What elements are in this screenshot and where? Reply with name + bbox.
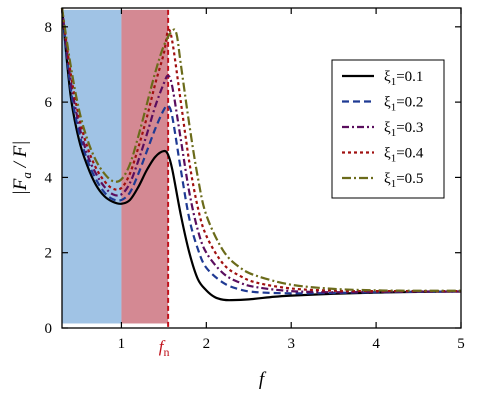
regions-layer (62, 9, 169, 324)
y-tick-label-3: 4 (45, 170, 53, 186)
x-tick-label-1: 1 (118, 336, 126, 352)
legend-label-1: ξ1=0.1 (384, 69, 423, 88)
fn-label: fn (159, 337, 170, 359)
legend-label-5: ξ1=0.5 (384, 171, 423, 190)
series-layer (60, 7, 462, 302)
legend-label-4: ξ1=0.4 (384, 146, 424, 165)
x-axis-label: f (259, 369, 267, 390)
legend-box (331, 59, 445, 199)
legend: ξ1=0.1 ξ1=0.2 ξ1=0.3 ξ1=0.4 ξ1=0.5 (331, 59, 445, 199)
x-tick-label-4: 4 (372, 336, 380, 352)
x-tick-label-2: 2 (203, 336, 211, 352)
axes-layer: 1 2 3 4 5 0 2 4 6 8 fn f |Fa / F| (10, 7, 465, 390)
series-line-1 (60, 7, 462, 302)
y-tick-label-4: 6 (45, 95, 53, 111)
y-tick-label-1: 0 (45, 321, 53, 337)
legend-label-3: ξ1=0.3 (384, 120, 423, 139)
y-tick-label-2: 2 (45, 246, 53, 262)
y-axis-label: |Fa / F| (10, 141, 34, 196)
x-tick-label-3: 3 (287, 336, 295, 352)
series-line-5 (60, 7, 462, 292)
series-line-2 (60, 7, 462, 295)
plot-frame (61, 7, 462, 329)
legend-label-2: ξ1=0.2 (384, 95, 423, 114)
series-line-3 (60, 7, 462, 294)
x-tick-label-5: 5 (457, 336, 465, 352)
y-tick-label-5: 8 (45, 20, 53, 36)
